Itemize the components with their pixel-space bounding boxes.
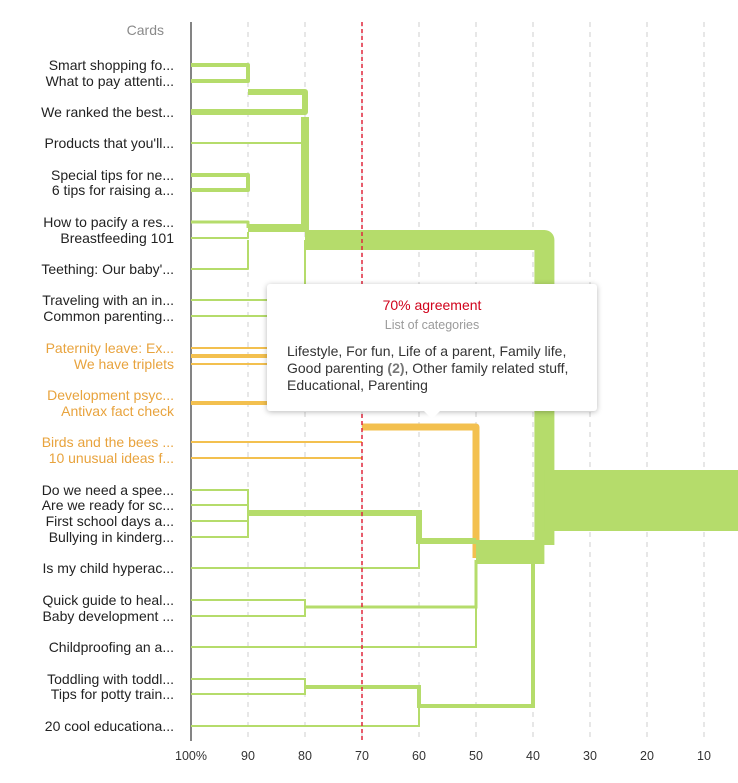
card-label: 20 cool educationa...: [45, 718, 174, 734]
card-label: Antivax fact check: [61, 403, 175, 419]
x-grid-lines: [190, 22, 705, 741]
x-tick-label: 10: [697, 749, 711, 763]
card-label: Birds and the bees ...: [42, 434, 174, 450]
tooltip-categories-part1: Lifestyle, For fun, Life of a parent, Fa…: [287, 343, 567, 376]
dendrogram-links: [191, 22, 738, 741]
x-tick-label: 60: [412, 749, 426, 763]
tooltip-category-list: Lifestyle, For fun, Life of a parent, Fa…: [287, 343, 581, 394]
link-merge: [191, 600, 477, 648]
x-tick-label: 90: [241, 749, 255, 763]
tooltip-title: 70% agreement: [382, 297, 482, 313]
card-label: Baby development ...: [42, 608, 174, 624]
card-label: Development psyc...: [47, 387, 174, 403]
x-tick-label: 30: [583, 749, 597, 763]
link-merge: [191, 240, 249, 270]
agreement-tooltip: 70% agreement List of categories Lifesty…: [267, 284, 597, 419]
card-label: Smart shopping fo...: [49, 57, 174, 73]
link-merge: [248, 117, 309, 232]
card-label: Common parenting...: [43, 308, 174, 324]
card-label: First school days a...: [46, 513, 174, 529]
card-label: Breastfeeding 101: [60, 230, 174, 246]
x-tick-label: 40: [526, 749, 540, 763]
card-label: Childproofing an a...: [49, 639, 174, 655]
link-merge: [191, 541, 420, 569]
tooltip-count: (2): [387, 360, 405, 376]
link-merge: [191, 89, 308, 115]
link-merge: [191, 117, 306, 144]
x-tick-label: 20: [640, 749, 654, 763]
tooltip-categories-part2: , Other family related stuff, Educationa…: [287, 360, 569, 393]
card-label: Teething: Our baby'...: [41, 261, 174, 277]
card-label: Bullying in kinderg...: [49, 529, 174, 545]
card-label: 6 tips for raising a...: [52, 182, 174, 198]
card-label: Is my child hyperac...: [43, 560, 175, 576]
card-label: Products that you'll...: [44, 135, 174, 151]
card-label: We ranked the best...: [41, 104, 174, 120]
link-merge: [191, 63, 250, 83]
card-label: How to pacify a res...: [43, 214, 174, 230]
card-label: Traveling with an in...: [42, 292, 174, 308]
card-label: Tips for potty train...: [51, 686, 174, 702]
card-labels: Smart shopping fo...What to pay attenti.…: [41, 57, 175, 734]
card-label: Quick guide to heal...: [42, 592, 174, 608]
card-label: Are we ready for sc...: [42, 497, 174, 513]
card-label: 10 unusual ideas f...: [49, 450, 174, 466]
card-label: What to pay attenti...: [46, 73, 174, 89]
card-label: Do we need a spee...: [42, 482, 174, 498]
link-trunk: [305, 230, 555, 545]
tooltip-subtitle: List of categories: [384, 318, 480, 332]
x-tick-label: 100%: [175, 749, 207, 763]
link-merge-orange: [191, 441, 362, 459]
x-axis-ticks: 100% 90 80 70 60 50 40 30 20 10: [175, 749, 711, 763]
x-tick-label: 50: [469, 749, 483, 763]
link-merge: [191, 489, 249, 538]
card-label: Toddling with toddl...: [47, 671, 174, 687]
link-merge: [191, 232, 249, 239]
card-label: Paternity leave: Ex...: [46, 340, 174, 356]
cards-column-header: Cards: [127, 22, 164, 38]
card-label: Special tips for ne...: [51, 167, 174, 183]
link-merge-orange: [362, 423, 480, 558]
link-merge: [248, 510, 476, 544]
link-merge: [191, 690, 420, 727]
card-label: We have triplets: [74, 356, 174, 372]
x-tick-label: 80: [298, 749, 312, 763]
link-merge: [191, 220, 250, 228]
link-root: [544, 470, 738, 531]
link-merge: [191, 173, 250, 192]
x-tick-label: 70: [355, 749, 369, 763]
